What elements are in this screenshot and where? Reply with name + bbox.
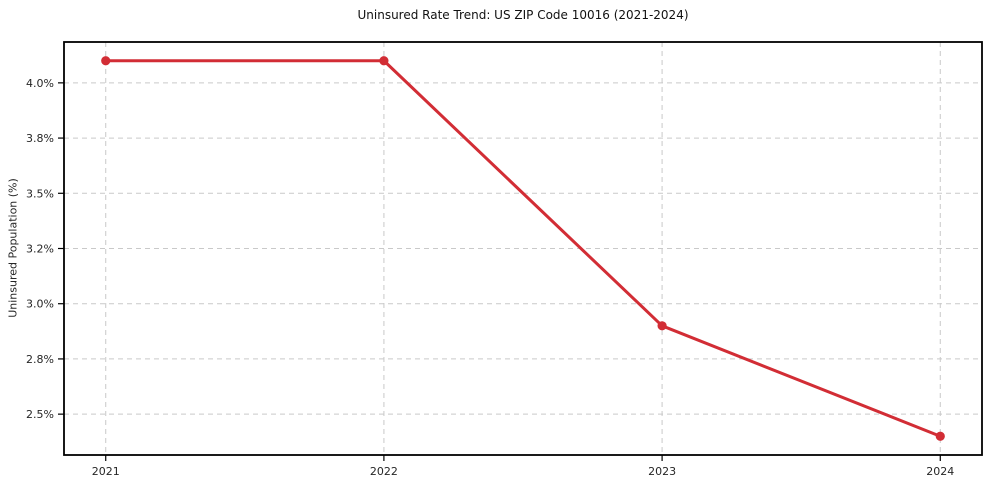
y-tick-label: 3.8% <box>26 132 54 145</box>
trend-line <box>104 59 942 438</box>
x-tick-label: 2022 <box>370 465 398 478</box>
x-tick-label: 2021 <box>92 465 120 478</box>
data-point-marker <box>101 56 111 66</box>
data-point-marker <box>935 431 945 441</box>
y-tick-label: 4.0% <box>26 77 54 90</box>
x-tick-label: 2024 <box>926 465 954 478</box>
y-tick-label: 3.0% <box>26 298 54 311</box>
y-tick-label: 3.2% <box>26 243 54 256</box>
y-tick-label: 3.5% <box>26 187 54 200</box>
y-tick-label: 2.5% <box>26 408 54 421</box>
y-tick-label: 2.8% <box>26 353 54 366</box>
data-point-marker <box>379 56 389 66</box>
chart-title: Uninsured Rate Trend: US ZIP Code 10016 … <box>357 8 689 22</box>
data-point-marker <box>657 321 667 331</box>
x-tick-label: 2023 <box>648 465 676 478</box>
